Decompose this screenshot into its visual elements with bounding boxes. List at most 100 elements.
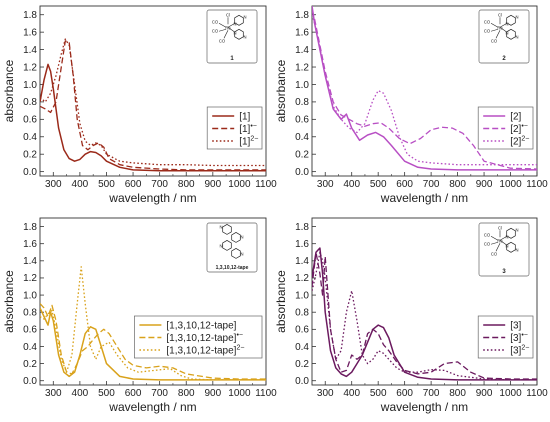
y-tick-label: 0.6 [23,325,37,336]
re-n-bond-top [499,235,508,241]
y-tick-label: 1.6 [23,239,37,250]
tape-ring-3 [222,239,232,251]
y-tick-label: 0.4 [23,132,37,143]
x-tick-label: 1000 [499,179,522,190]
re-n-bond-top [227,22,236,28]
carbonyl-label-2: CO [484,241,491,246]
x-tick-label: 1100 [526,179,548,190]
y-tick-label: 0.8 [295,97,309,108]
y-tick-label: 1.8 [23,222,37,233]
y-tick-label: 0.8 [295,308,309,319]
y-tick-label: 0.6 [295,325,309,336]
series-line-dotted [312,251,537,381]
y-tick-label: 0.0 [23,167,37,178]
series-line-dotted [312,14,537,166]
x-tick-label: 800 [449,388,466,399]
x-tick-label: 700 [423,179,440,190]
pyridine-ring-top [234,14,244,26]
carbonyl-label-2: CO [484,28,491,33]
nitrogen-label-3: N [219,243,222,248]
x-tick-label: 900 [476,388,493,399]
legend-label: [1,3,10,12-tape] [166,321,236,332]
carbonyl-label-1: CO [212,19,219,24]
x-tick-label: 1000 [228,388,251,399]
y-tick-label: 0.4 [295,132,309,143]
structure-inset: N N N N 1,3,10,12-tape [206,222,258,273]
chart-panel-1: 300 400 500 600 700 800 900 1000 1100 0.0 0.2 0.4 0.… [2,5,277,205]
series-line-dashed [40,303,266,380]
y-tick-label: 1.8 [295,10,309,21]
carbonyl-label-1: CO [484,232,491,237]
legend-label-superscript: 2− [521,136,529,143]
y-tick-label: 1.2 [23,62,37,73]
carbonyl-label-3: CO [491,38,498,43]
x-tick-label: 1100 [255,388,277,399]
y-tick-label: 1.8 [295,222,309,233]
y-axis-title: absorbance [274,59,288,122]
legend: [3][3]•−[3]2− [477,315,534,359]
x-tick-label: 800 [178,179,195,190]
x-tick-label: 700 [151,179,168,190]
y-tick-label: 0.8 [23,97,37,108]
legend-label-superscript: •− [250,123,257,130]
x-tick-label: 500 [370,179,387,190]
x-tick-label: 700 [423,388,440,399]
nitrogen-label-2: N [233,30,236,35]
legend-box [134,315,263,359]
legend-label-superscript: •− [521,332,528,339]
structure-label: 1,3,10,12-tape [216,265,249,271]
re-co-bond-3 [495,243,501,252]
y-tick-label: 1.6 [295,27,309,38]
series-line-solid [40,307,266,381]
y-tick-label: 1.2 [23,273,37,284]
nitrogen-label-2: N [240,234,243,239]
legend: [1][1]•−[1]2− [206,106,263,150]
x-tick-label: 300 [45,388,62,399]
tape-ring-4 [231,247,241,259]
x-axis-title: wavelength / nm [108,400,196,414]
series-line-dotted [40,266,266,381]
series-line-solid [312,6,537,171]
re-co-bond-1 [490,235,499,241]
legend-box [477,315,534,359]
y-tick-label: 1.4 [23,45,37,56]
series-line-dashed [40,40,266,171]
x-tick-label: 700 [151,388,168,399]
x-tick-label: 600 [125,388,142,399]
x-tick-label: 500 [98,388,115,399]
series-line-solid [40,63,266,172]
x-tick-label: 1100 [526,388,548,399]
tape-ring-2 [231,231,241,243]
legend-label-superscript: 2− [236,345,244,352]
x-tick-label: 300 [317,179,334,190]
series-line-dashed [312,251,537,380]
re-co-bond-2 [490,28,499,32]
legend-label: [1,3,10,12-tape]2− [166,345,244,357]
structure-box [206,222,258,273]
x-tick-label: 500 [370,388,387,399]
re-n-bond-bottom [499,240,508,246]
chloride-label: Cl [226,12,230,17]
nitrogen-label-4: N [240,251,243,256]
y-tick-label: 1.8 [23,10,37,21]
y-tick-label: 0.8 [23,308,37,319]
nitrogen-label-1: N [505,21,508,26]
y-axis-title: absorbance [274,270,288,333]
chart-panel-3: 300 400 500 600 700 800 900 1000 1100 0.0 0.2 0.4 0.… [2,217,277,414]
tape-ring-1 [222,223,232,235]
y-tick-label: 1.0 [23,290,37,301]
x-tick-label: 900 [476,179,493,190]
x-tick-label: 900 [204,179,221,190]
metal-atom: Re [497,25,503,30]
re-n-bond-bottom [499,27,508,33]
nitrogen-label-4: N [515,247,518,252]
plot-frame [311,5,538,177]
carbonyl-label-2: CO [212,28,219,33]
y-tick-label: 0.4 [295,342,309,353]
y-tick-label: 0.4 [23,342,37,353]
legend: [2][2]•−[2]2− [477,106,534,150]
metal-atom: Re [497,238,503,243]
y-tick-label: 1.0 [295,80,309,91]
